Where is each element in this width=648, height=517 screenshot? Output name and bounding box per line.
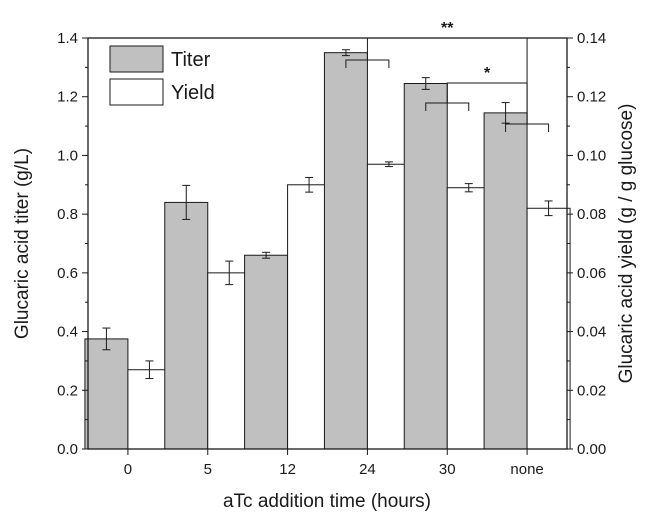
bar-titer-30	[403, 83, 448, 450]
bars-layer	[84, 49, 571, 450]
bar-titer-none	[483, 112, 528, 450]
significance-layer: ***	[345, 20, 550, 132]
y2-tick-label-0.10: 0.10	[577, 147, 606, 164]
y2-tick-label-0.02: 0.02	[577, 382, 606, 399]
y-tick-label-0.8: 0.8	[57, 206, 78, 223]
y2-tick-label-0.12: 0.12	[577, 89, 606, 106]
bar-yield-30	[446, 187, 491, 450]
y2-tick-label-0.08: 0.08	[577, 206, 606, 223]
x-tick-label-24: 24	[359, 461, 376, 478]
y-tick-label-1.4: 1.4	[57, 30, 78, 47]
y2-tick-label-0.06: 0.06	[577, 265, 606, 282]
legend-label-titer: Titer	[171, 49, 211, 71]
sig-label-30-none: *	[484, 65, 491, 82]
x-tick-label-5: 5	[204, 461, 212, 478]
x-tick-label-12: 12	[279, 461, 296, 478]
y-tick-label-0.4: 0.4	[57, 324, 78, 341]
bar-yield-none	[526, 207, 571, 450]
y2-tick-label-0.00: 0.00	[577, 441, 606, 458]
bar-titer-5	[164, 201, 209, 450]
bar-titer-24	[323, 52, 368, 450]
x-tick-label-none: none	[510, 461, 543, 478]
x-tick-label-30: 30	[439, 461, 456, 478]
bar-yield-12	[287, 184, 332, 450]
y2-tick-label-0.14: 0.14	[577, 30, 606, 47]
y2-axis-title: Glucaric acid yield (g / g glucose)	[616, 104, 637, 384]
x-axis-title: aTc addition time (hours)	[223, 491, 431, 512]
y-tick-label-0.6: 0.6	[57, 265, 78, 282]
legend: Titer Yield	[109, 45, 215, 106]
y-tick-label-1.2: 1.2	[57, 89, 78, 106]
bar-yield-0	[127, 369, 172, 450]
sig-connector-24-none	[366, 37, 528, 124]
ticks-layer: 0 5 12 24 30 none 0.0 0.2 0.4 0.6 0.8 1.0 1.2 1.4 0.00…	[57, 30, 606, 478]
y-tick-label-0.2: 0.2	[57, 382, 78, 399]
bar-titer-0	[84, 338, 129, 450]
legend-label-yield: Yield	[171, 82, 215, 104]
y-axis-title: Glucaric acid titer (g/L)	[12, 148, 33, 339]
y-tick-label-1.0: 1.0	[57, 147, 78, 164]
x-tick-label-0: 0	[124, 461, 132, 478]
sig-label-24-none: **	[441, 20, 454, 37]
y-tick-label-0.0: 0.0	[57, 441, 78, 458]
legend-swatch-titer	[109, 45, 164, 73]
sig-connector-30-none	[446, 82, 528, 124]
y2-tick-label-0.04: 0.04	[577, 324, 606, 341]
bar-titer-12	[244, 254, 289, 450]
legend-swatch-yield	[109, 78, 164, 106]
